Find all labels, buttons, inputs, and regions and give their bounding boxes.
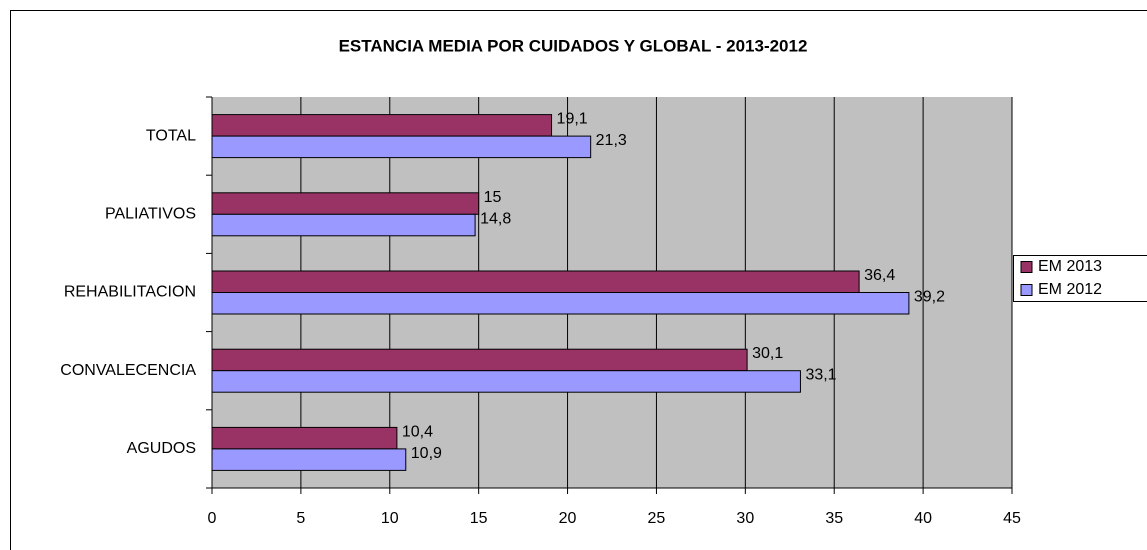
chart-title: ESTANCIA MEDIA POR CUIDADOS Y GLOBAL - 2… — [339, 36, 808, 55]
bar — [211, 114, 553, 137]
bar — [211, 370, 801, 393]
legend-label: EM 2012 — [1038, 281, 1102, 298]
bar — [211, 135, 592, 159]
legend-box — [1013, 255, 1147, 302]
legend-swatch — [1020, 284, 1033, 296]
x-tick-label: 10 — [381, 510, 399, 527]
y-tick-label: REHABILITACION — [64, 284, 196, 301]
bar — [211, 270, 860, 293]
x-tick-label: 40 — [914, 510, 932, 527]
y-tick-label: PALIATIVOS — [105, 206, 196, 223]
value-label: 19,1 — [557, 111, 588, 128]
bar — [211, 192, 480, 215]
value-label: 10,9 — [411, 445, 442, 462]
bar — [211, 292, 910, 315]
value-label: 21,3 — [596, 132, 627, 149]
value-label: 36,4 — [864, 267, 895, 284]
value-label: 33,1 — [805, 367, 836, 384]
x-tick-label: 5 — [296, 510, 305, 527]
x-tick-label: 35 — [825, 510, 843, 527]
x-tick-label: 0 — [208, 510, 217, 527]
legend-swatch — [1020, 261, 1033, 273]
bar — [211, 426, 398, 450]
x-tick-label: 45 — [1003, 510, 1021, 527]
y-tick-label: TOTAL — [146, 127, 196, 144]
x-tick-label: 25 — [648, 510, 666, 527]
x-tick-label: 20 — [559, 510, 577, 527]
x-tick-label: 30 — [736, 510, 754, 527]
bar — [211, 348, 748, 372]
value-label: 15 — [484, 189, 502, 206]
legend-label: EM 2013 — [1038, 258, 1102, 275]
y-tick-label: CONVALECENCIA — [60, 362, 196, 379]
y-tick-label: AGUDOS — [127, 440, 196, 457]
value-label: 10,4 — [402, 423, 433, 440]
x-tick-label: 15 — [470, 510, 488, 527]
bar — [211, 448, 407, 471]
value-label: 39,2 — [914, 288, 945, 305]
value-label: 30,1 — [752, 345, 783, 362]
bar — [211, 213, 476, 237]
value-label: 14,8 — [480, 210, 511, 227]
